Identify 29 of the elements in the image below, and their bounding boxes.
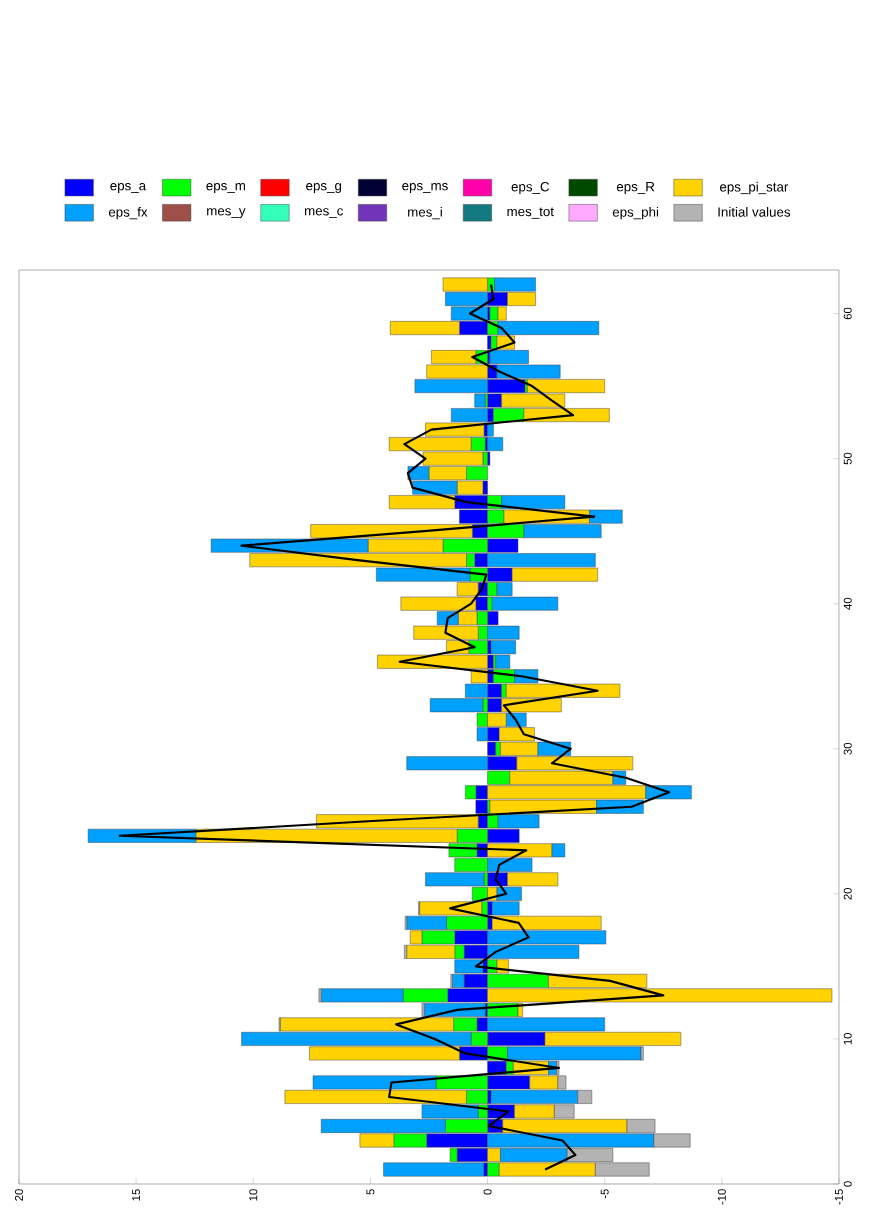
y-tick-label: 30 bbox=[843, 742, 852, 755]
legend-label: eps_m bbox=[206, 183, 245, 193]
legend-label: eps_phi bbox=[612, 206, 659, 220]
y-tick-label: 50 bbox=[843, 452, 852, 465]
x-tick-label: -10 bbox=[717, 1189, 726, 1205]
y-tick-label: 40 bbox=[843, 597, 852, 610]
legend-label: eps_ms bbox=[402, 183, 448, 193]
legend-label: Initial values bbox=[718, 206, 791, 217]
legend-label: eps_a bbox=[110, 183, 147, 193]
legend-label: eps_pi_star bbox=[719, 181, 789, 195]
legend-label: mes_i bbox=[408, 206, 442, 220]
x-tick-label: 20 bbox=[14, 1189, 23, 1201]
y-tick-label: 60 bbox=[843, 307, 852, 320]
x-tick-label: -15 bbox=[835, 1189, 843, 1205]
legend-label: mes_tot bbox=[507, 207, 554, 219]
x-tick-label: 5 bbox=[366, 1189, 375, 1195]
legend-label: eps_R bbox=[616, 182, 655, 194]
y-tick-label: 0 bbox=[843, 1181, 852, 1187]
x-tick-label: 10 bbox=[249, 1189, 258, 1201]
legend-label: mes_c bbox=[304, 208, 344, 219]
legend-label: mes_y bbox=[207, 208, 246, 219]
x-tick-label: 0 bbox=[483, 1189, 492, 1195]
y-tick-label: 20 bbox=[843, 887, 852, 900]
y-tick-label: 10 bbox=[843, 1033, 852, 1045]
x-tick-label: -5 bbox=[600, 1189, 609, 1199]
x-tick-label: 15 bbox=[132, 1189, 141, 1201]
legend-label: eps_C bbox=[511, 181, 550, 195]
legend-label: eps_g bbox=[306, 183, 342, 193]
legend-label: eps_fx bbox=[108, 206, 148, 220]
